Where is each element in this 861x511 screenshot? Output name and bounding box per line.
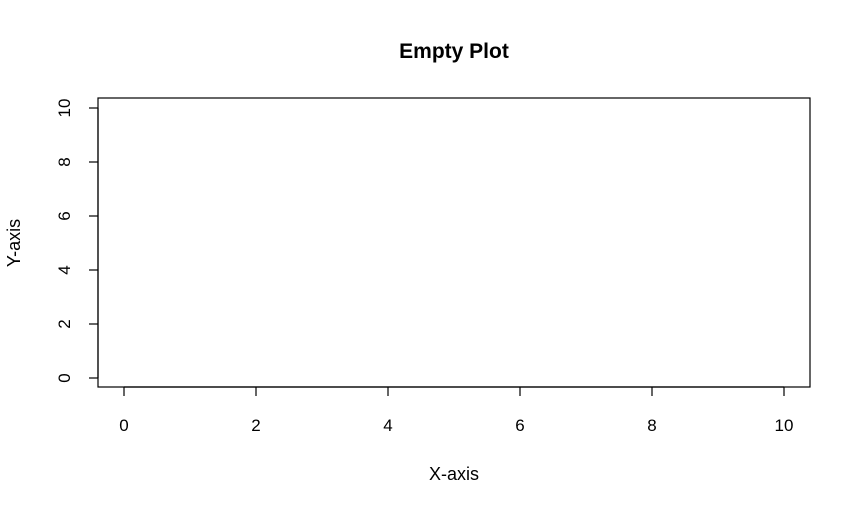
x-tick-label: 0 [119,416,128,435]
x-tick-label: 8 [647,416,656,435]
y-axis-ticks: 0 2 4 6 8 10 [55,99,98,383]
y-tick-label: 4 [55,265,74,274]
y-axis-label: Y-axis [4,219,24,267]
plot-frame [97,97,811,388]
x-tick-label: 4 [383,416,392,435]
chart-title: Empty Plot [399,40,509,63]
x-axis-label: X-axis [429,464,479,484]
y-tick-label: 0 [55,373,74,382]
x-tick-label: 2 [251,416,260,435]
y-tick-label: 2 [55,319,74,328]
y-tick-label: 8 [55,157,74,166]
x-tick-label: 10 [775,416,794,435]
y-tick-label: 6 [55,211,74,220]
y-tick-label: 10 [55,99,74,118]
x-tick-label: 6 [515,416,524,435]
x-axis-ticks: 0 2 4 6 8 10 [119,387,793,435]
